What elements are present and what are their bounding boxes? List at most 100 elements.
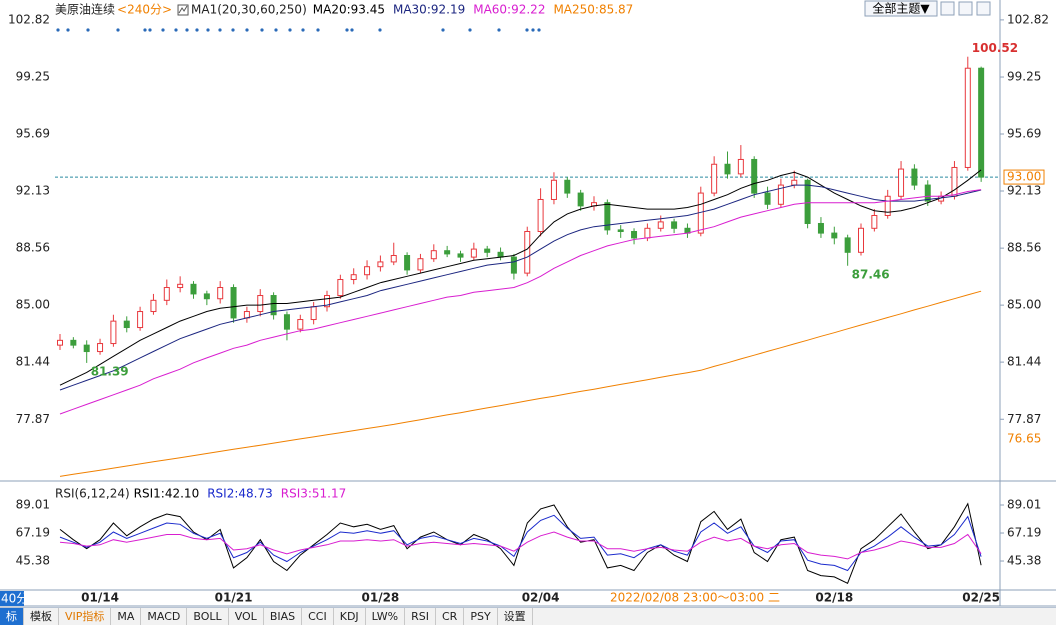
symbol: 美原油连续: [55, 2, 115, 17]
legend-entry: MA30:92.19: [393, 3, 465, 17]
series-line: [59, 169, 982, 386]
candle-body: [137, 311, 144, 329]
toolbar-tab[interactable]: VOL: [229, 608, 264, 625]
candle-body: [804, 179, 811, 224]
legend-entry: RSI1:42.10: [134, 487, 200, 501]
y-tick-label: 45.38: [16, 554, 50, 568]
x-tick-label: 02/04: [522, 591, 560, 605]
candle-body: [724, 163, 731, 175]
x-tick-label: 01/28: [362, 591, 400, 605]
candle-body: [190, 283, 197, 295]
y-tick-label: 81.44: [16, 355, 50, 369]
toolbar-tab[interactable]: BIAS: [264, 608, 303, 625]
toolbar-tab[interactable]: PSY: [464, 608, 498, 625]
x-tick-label: 01/21: [215, 591, 253, 605]
y-tick-label: 77.87: [1007, 412, 1041, 426]
candle-body: [257, 295, 264, 313]
candle-body: [430, 250, 437, 260]
series-line: [59, 514, 982, 572]
candle-body: [671, 221, 678, 229]
toolbar-icon[interactable]: [958, 1, 973, 16]
y-tick-label: 67.19: [16, 526, 50, 540]
y-tick-label: 102.82: [8, 12, 50, 26]
y-tick-label: 88.56: [1007, 241, 1041, 255]
low-annotation: 87.46: [852, 267, 890, 281]
candle-body: [884, 195, 891, 216]
y-tick-label: 89.01: [16, 498, 50, 512]
candle-body: [898, 168, 905, 197]
candle-body: [83, 344, 90, 353]
toolbar-tab[interactable]: LW%: [366, 608, 406, 625]
candle-body: [817, 222, 824, 234]
y-tick-label: 92.13: [16, 183, 50, 197]
legend-entry: RSI2:48.73: [207, 487, 273, 501]
candle-body: [324, 295, 330, 308]
candle-body: [657, 221, 664, 229]
toolbar-tab[interactable]: RSI: [405, 608, 436, 625]
theme-button-label[interactable]: 全部主题▼: [872, 1, 930, 16]
candle-body: [764, 192, 771, 205]
candle-body: [631, 230, 638, 239]
candle-body: [911, 168, 918, 186]
y-tick-label: 102.82: [1007, 12, 1049, 26]
toolbar-tab[interactable]: CCI: [302, 608, 334, 625]
candle-body: [123, 320, 130, 329]
x-tick-label: 01/14: [81, 591, 119, 605]
candle-body: [497, 251, 504, 258]
series-line: [59, 189, 982, 415]
candle-body: [858, 227, 864, 253]
y-tick-label: 85.00: [16, 298, 50, 312]
candle-body: [283, 314, 290, 330]
candle-body: [70, 339, 77, 346]
candle-body: [510, 256, 517, 274]
candle-body: [791, 179, 798, 186]
series-line: [59, 290, 982, 477]
candle-body: [417, 258, 424, 271]
legend-entry: MA60:92.22: [473, 3, 545, 17]
last-price-label: 93.00: [1007, 170, 1041, 184]
toolbar-tab[interactable]: BOLL: [187, 608, 229, 625]
x-tick-label: 02/25: [962, 591, 1000, 605]
candle-body: [777, 184, 784, 205]
y-tick-label: 99.25: [1007, 70, 1041, 84]
series-line: [59, 184, 982, 391]
y-tick-label: 89.01: [1007, 498, 1041, 512]
period: <240分>: [117, 3, 172, 17]
toolbar-icon[interactable]: [940, 1, 955, 16]
candle-body: [524, 230, 531, 274]
candle-body: [297, 319, 304, 330]
toolbar-icon[interactable]: [976, 1, 991, 16]
chart: 全部主题▼ 40分 102.82 102.82 99.25 99.25 95.69 95.…: [0, 0, 1056, 607]
toolbar-tab[interactable]: MACD: [141, 608, 188, 625]
y-tick-label: 77.87: [16, 412, 50, 426]
candle-body: [270, 295, 277, 316]
candle-body: [457, 253, 464, 258]
period-button[interactable]: [0, 591, 24, 606]
low-annotation: 81.39: [91, 364, 129, 378]
panel-title: RSI(6,12,24): [55, 487, 130, 501]
candle-body: [924, 184, 931, 202]
candle-body: [203, 293, 210, 300]
candle-body: [577, 192, 584, 207]
theme-button[interactable]: [864, 0, 938, 17]
toolbar-tab[interactable]: MA: [111, 608, 142, 625]
toolbar-tab[interactable]: 设置: [498, 608, 533, 625]
period-button-label[interactable]: 40分: [1, 592, 28, 606]
x-tick-label: 02/18: [815, 591, 853, 605]
candle-body: [484, 248, 491, 253]
y-tick-label: 92.13: [1007, 183, 1041, 197]
candle-body: [350, 274, 357, 281]
marker-label: 76.65: [1007, 431, 1041, 445]
candle-body: [564, 179, 571, 194]
candle-body: [550, 179, 557, 200]
toolbar-tab[interactable]: VIP指标: [59, 608, 112, 625]
toolbar-tab[interactable]: CR: [436, 608, 465, 625]
candle-body: [831, 232, 838, 239]
toolbar-tab[interactable]: 标: [0, 608, 24, 625]
high-annotation: 100.52: [972, 41, 1018, 55]
candle-body: [404, 255, 411, 271]
candle-body: [964, 67, 971, 168]
toolbar-tab[interactable]: KDJ: [334, 608, 366, 625]
toolbar-tab[interactable]: 模板: [24, 608, 59, 625]
